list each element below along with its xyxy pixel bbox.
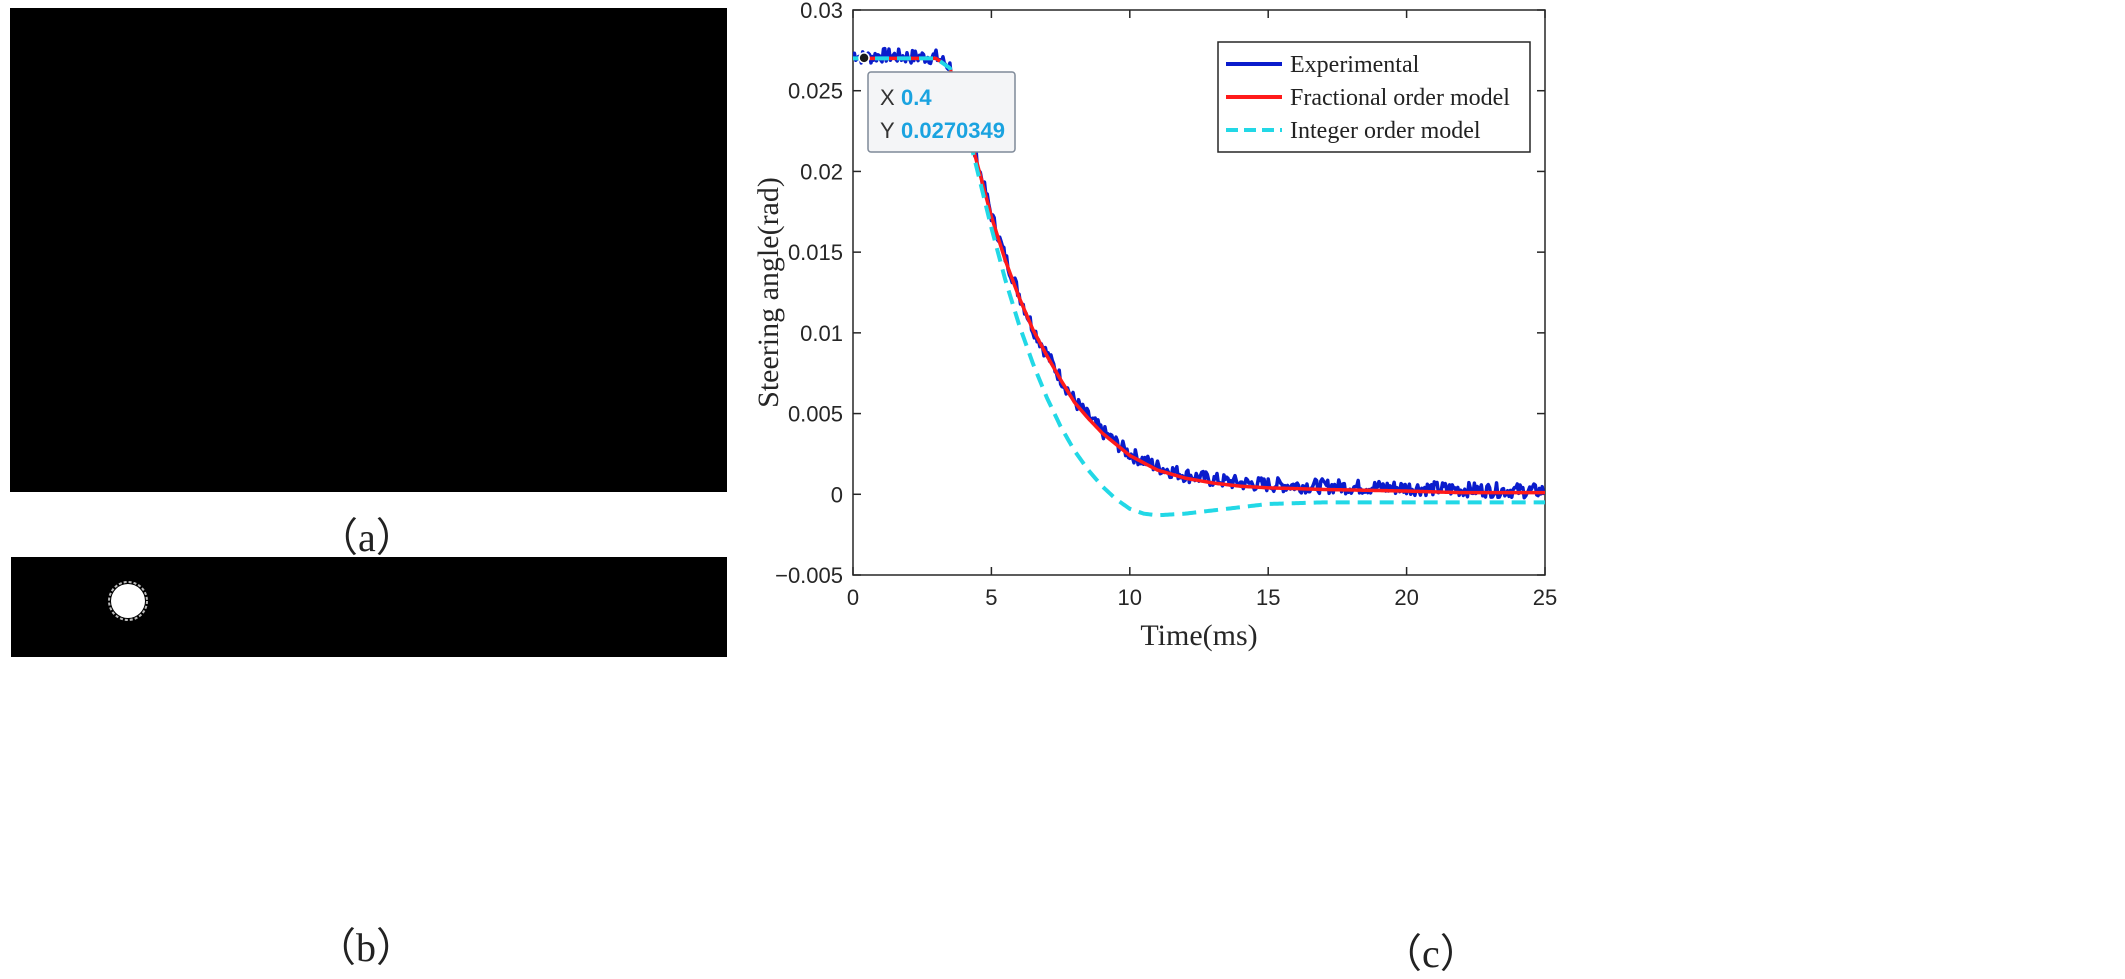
x-tick-label: 10 <box>1118 585 1142 610</box>
y-tick-label: 0.01 <box>800 321 843 346</box>
datatip-x-label: X <box>880 85 895 110</box>
y-tick-label: 0.015 <box>788 240 843 265</box>
bright-spot-image <box>108 581 148 621</box>
caption-b: （b） <box>316 925 416 970</box>
x-axis-title: Time(ms) <box>1140 619 1257 652</box>
bright-spot-edge <box>108 581 148 621</box>
legend-label: Integer order model <box>1290 118 1481 144</box>
x-tick-label: 20 <box>1394 585 1418 610</box>
steering-angle-chart: 0 5 10 15 20 25−0.00500.0050.010.0150.020.025… <box>752 0 1557 652</box>
x-tick-label: 25 <box>1533 585 1557 610</box>
x-tick-label: 0 <box>847 585 859 610</box>
image-panel-a <box>10 8 727 492</box>
x-tick-label: 5 <box>985 585 997 610</box>
y-tick-label: 0.03 <box>800 0 843 23</box>
legend-label: Experimental <box>1290 52 1420 78</box>
plot-area: 0 5 10 15 20 25−0.00500.0050.010.0150.020.025… <box>775 0 1557 610</box>
datatip-marker <box>858 52 870 64</box>
bright-spot <box>111 584 145 618</box>
x-tick-label: 15 <box>1256 585 1280 610</box>
series-line-integer-order-model <box>853 56 1545 518</box>
datatip-box <box>867 71 1016 153</box>
y-tick-label: 0.005 <box>788 402 843 427</box>
y-tick-label: 0 <box>831 482 843 507</box>
datatip-y-label: Y <box>880 118 895 143</box>
datatip-y-value: 0.0270349 <box>901 118 1005 143</box>
y-axis-title: Steering angle(rad) <box>752 177 785 408</box>
datatip-x-value: 0.4 <box>901 85 932 110</box>
y-tick-label: 0.02 <box>800 159 843 184</box>
y-tick-label: 0.025 <box>788 79 843 104</box>
y-tick-label: −0.005 <box>775 563 843 588</box>
image-panel-b <box>11 557 727 657</box>
caption-c: （c） <box>1382 931 1480 976</box>
caption-a: （a） <box>318 515 416 560</box>
legend-label: Fractional order model <box>1290 85 1510 111</box>
